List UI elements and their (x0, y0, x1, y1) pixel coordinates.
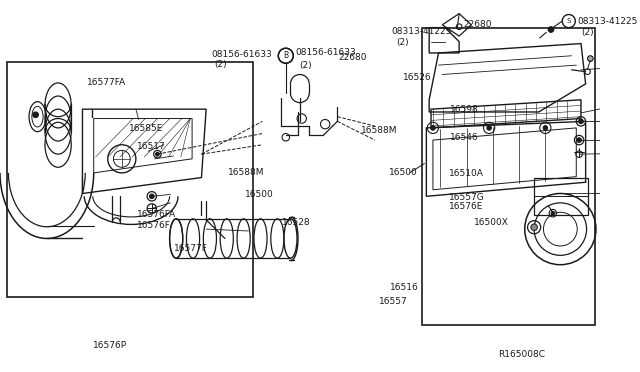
Text: 16516: 16516 (390, 283, 419, 292)
Text: 16577FA: 16577FA (87, 78, 126, 87)
Text: 16557: 16557 (379, 297, 408, 306)
Circle shape (551, 211, 555, 215)
Bar (8, 62, 253, 296)
Bar (534, 177, 588, 215)
Text: 16500: 16500 (389, 169, 418, 177)
Text: 16577F: 16577F (174, 244, 208, 253)
Text: 16585E: 16585E (129, 124, 163, 133)
Circle shape (431, 126, 435, 130)
Text: 16588M: 16588M (228, 168, 264, 177)
Circle shape (577, 138, 581, 142)
Text: 16576E: 16576E (449, 202, 483, 211)
Text: R165008C: R165008C (498, 350, 545, 359)
Text: 16500: 16500 (244, 190, 273, 199)
Circle shape (150, 194, 154, 199)
Circle shape (487, 126, 492, 130)
Text: 16598: 16598 (450, 105, 479, 114)
Text: 08313-41225: 08313-41225 (391, 28, 451, 36)
Text: 08313-41225: 08313-41225 (577, 17, 637, 26)
Text: (2): (2) (581, 28, 593, 37)
Text: 16546: 16546 (450, 134, 479, 142)
Text: 16500X: 16500X (474, 218, 509, 227)
Text: 08156-61633: 08156-61633 (211, 50, 272, 59)
Text: (2): (2) (299, 61, 312, 70)
Text: 16517: 16517 (137, 142, 166, 151)
Text: 16557G: 16557G (449, 193, 484, 202)
Text: (2): (2) (396, 38, 408, 47)
Circle shape (548, 27, 554, 32)
Bar (422, 28, 595, 325)
Text: 22680: 22680 (463, 20, 492, 29)
Circle shape (33, 112, 38, 118)
Text: 08156-61633: 08156-61633 (295, 48, 356, 57)
Text: (2): (2) (214, 60, 227, 69)
Text: 16526: 16526 (403, 73, 431, 83)
Text: 16528: 16528 (282, 218, 310, 227)
Text: 16588M: 16588M (361, 126, 397, 135)
Text: 16576F: 16576F (137, 221, 171, 230)
Circle shape (543, 126, 548, 130)
Text: 22680: 22680 (339, 52, 367, 61)
Text: 16510A: 16510A (449, 169, 483, 178)
Text: B: B (284, 51, 289, 60)
Circle shape (156, 152, 159, 156)
Circle shape (588, 56, 593, 61)
Text: 16576P: 16576P (93, 341, 127, 350)
Circle shape (531, 224, 538, 231)
Text: 16576FA: 16576FA (137, 210, 176, 219)
Circle shape (579, 119, 583, 124)
Text: S: S (566, 18, 571, 24)
